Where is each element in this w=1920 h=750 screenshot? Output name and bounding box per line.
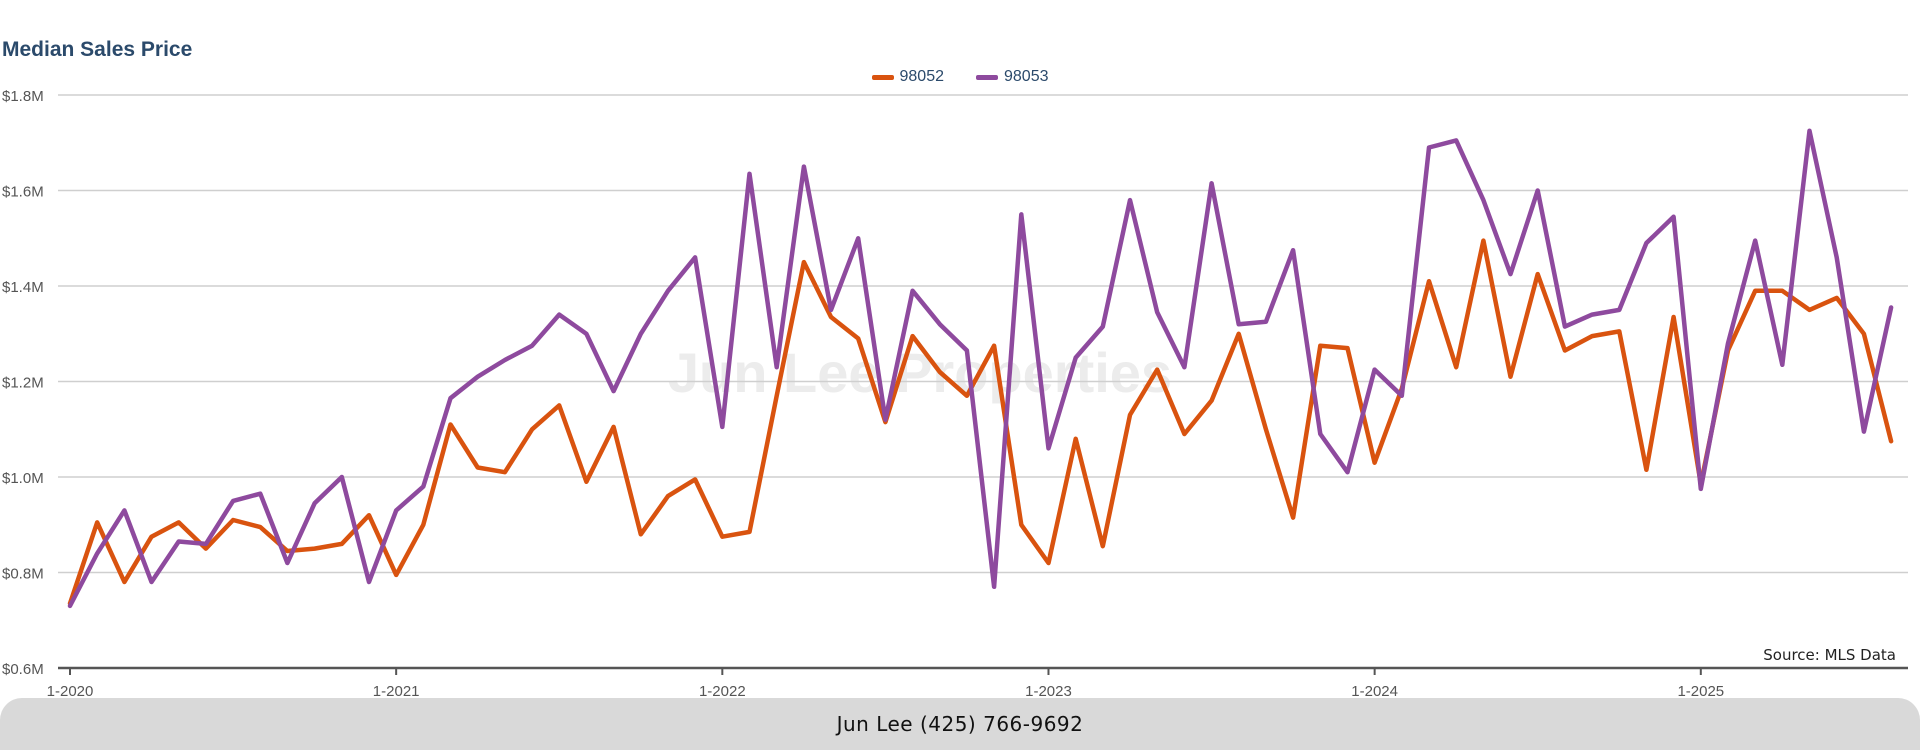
footer-contact: Jun Lee (425) 766-9692 [836,712,1084,736]
x-tick-label: 1-2025 [1677,683,1724,700]
y-tick-label: $1.6M [2,184,44,201]
y-tick-label: $1.0M [2,470,44,487]
x-tick-label: 1-2024 [1351,683,1398,700]
footer-bar: Jun Lee (425) 766-9692 [0,698,1920,750]
watermark-text: Jun Lee Properties [668,341,1172,404]
legend-swatch-98052 [871,74,894,80]
legend-label-98053: 98053 [1004,68,1049,85]
y-tick-label: $1.8M [2,88,44,105]
x-tick-label: 1-2023 [1025,683,1072,700]
chart-legend: 98052 98053 [0,68,1920,86]
y-tick-label: $0.8M [2,566,44,583]
y-tick-label: $0.6M [2,661,44,678]
legend-item-98053[interactable]: 98053 [958,68,1049,86]
y-tick-label: $1.4M [2,279,44,296]
chart-plot: Jun Lee Properties $0.6M $0.8M $1.0M $1.2M $1… [2,88,1908,700]
chart-title: Median Sales Price [2,38,193,61]
y-tick-label: $1.2M [2,375,44,392]
legend-label-98052: 98052 [899,68,945,85]
legend-item-98052[interactable]: 98052 [871,68,945,86]
legend-swatch-98053 [976,74,998,80]
source-note: Source: MLS Data [1763,646,1896,664]
x-tick-label: 1-2020 [47,683,94,700]
x-tick-label: 1-2022 [699,683,746,700]
series-line-98052 [67,238,1894,606]
x-tick-label: 1-2021 [373,683,420,700]
series-line-98053 [67,128,1894,609]
